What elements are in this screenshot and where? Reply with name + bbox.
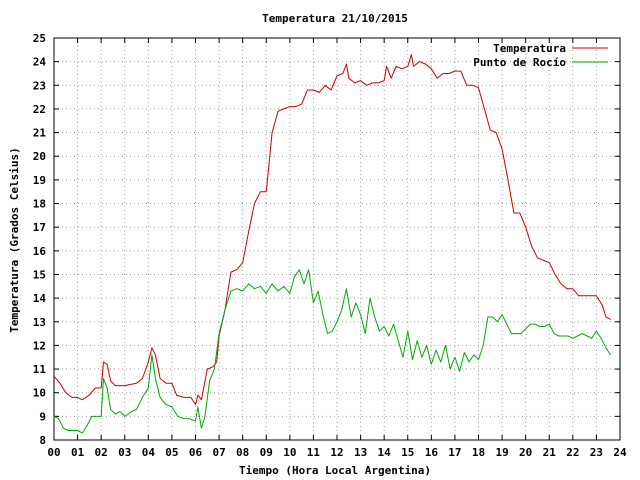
- x-tick-label: 20: [519, 446, 532, 459]
- y-tick-label: 20: [33, 150, 46, 163]
- x-tick-label: 08: [236, 446, 249, 459]
- x-tick-label: 16: [425, 446, 439, 459]
- axis-ticks: [53, 37, 621, 441]
- x-axis-label: Tiempo (Hora Local Argentina): [239, 464, 431, 477]
- series-line-punto-de-rocio: [53, 269, 612, 434]
- y-tick-label: 25: [33, 32, 46, 45]
- x-tick-label: 19: [495, 446, 508, 459]
- series-line-temperatura: [53, 54, 611, 405]
- chart-title: Temperatura 21/10/2015: [262, 12, 408, 25]
- y-tick-label: 19: [33, 174, 46, 187]
- x-tick-label: 06: [189, 446, 203, 459]
- y-tick-label: 18: [33, 198, 46, 211]
- x-tick-label: 13: [354, 446, 367, 459]
- x-tick-label: 07: [212, 446, 225, 459]
- legend-label-temperatura: Temperatura: [493, 42, 566, 55]
- y-tick-label: 17: [33, 221, 46, 234]
- x-tick-labels: 00 01 02 03 04 05 06 07 08 09 10 11 12 13 14 15 16 17 18 19…: [47, 446, 627, 459]
- x-tick-label: 12: [330, 446, 343, 459]
- x-tick-label: 02: [95, 446, 108, 459]
- x-tick-label: 05: [165, 446, 178, 459]
- x-tick-label: 14: [378, 446, 392, 459]
- x-tick-label: 18: [472, 446, 485, 459]
- x-tick-label: 22: [566, 446, 579, 459]
- y-tick-label: 24: [33, 56, 47, 69]
- y-tick-label: 16: [33, 245, 47, 258]
- x-tick-label: 00: [47, 446, 60, 459]
- x-tick-label: 15: [401, 446, 414, 459]
- y-tick-label: 10: [33, 387, 46, 400]
- y-tick-label: 15: [33, 268, 46, 281]
- x-tick-label: 01: [71, 446, 85, 459]
- x-tick-label: 23: [590, 446, 603, 459]
- y-tick-label: 11: [33, 363, 47, 376]
- legend: Temperatura Punto de Rocío: [473, 42, 608, 69]
- x-tick-label: 24: [613, 446, 627, 459]
- grid-lines: [54, 38, 620, 440]
- y-tick-label: 21: [33, 127, 47, 140]
- y-tick-label: 9: [39, 410, 46, 423]
- y-tick-label: 13: [33, 316, 46, 329]
- y-tick-label: 12: [33, 339, 46, 352]
- x-tick-label: 17: [448, 446, 461, 459]
- y-tick-label: 14: [33, 292, 47, 305]
- y-tick-label: 23: [33, 79, 46, 92]
- series-lines: [53, 54, 612, 434]
- x-tick-label: 03: [118, 446, 131, 459]
- x-tick-label: 09: [260, 446, 273, 459]
- x-tick-label: 04: [142, 446, 156, 459]
- y-tick-labels: 8 9 10 11 12 13 14 15 16 17 18 19 20 21 22 23 24 25: [33, 32, 47, 447]
- x-tick-label: 10: [283, 446, 296, 459]
- x-tick-label: 21: [543, 446, 557, 459]
- y-tick-label: 8: [39, 434, 46, 447]
- x-tick-label: 11: [307, 446, 321, 459]
- y-axis-label: Temperatura (Grados Celsius): [8, 147, 21, 332]
- legend-label-punto-de-rocio: Punto de Rocío: [473, 56, 566, 69]
- y-tick-label: 22: [33, 103, 46, 116]
